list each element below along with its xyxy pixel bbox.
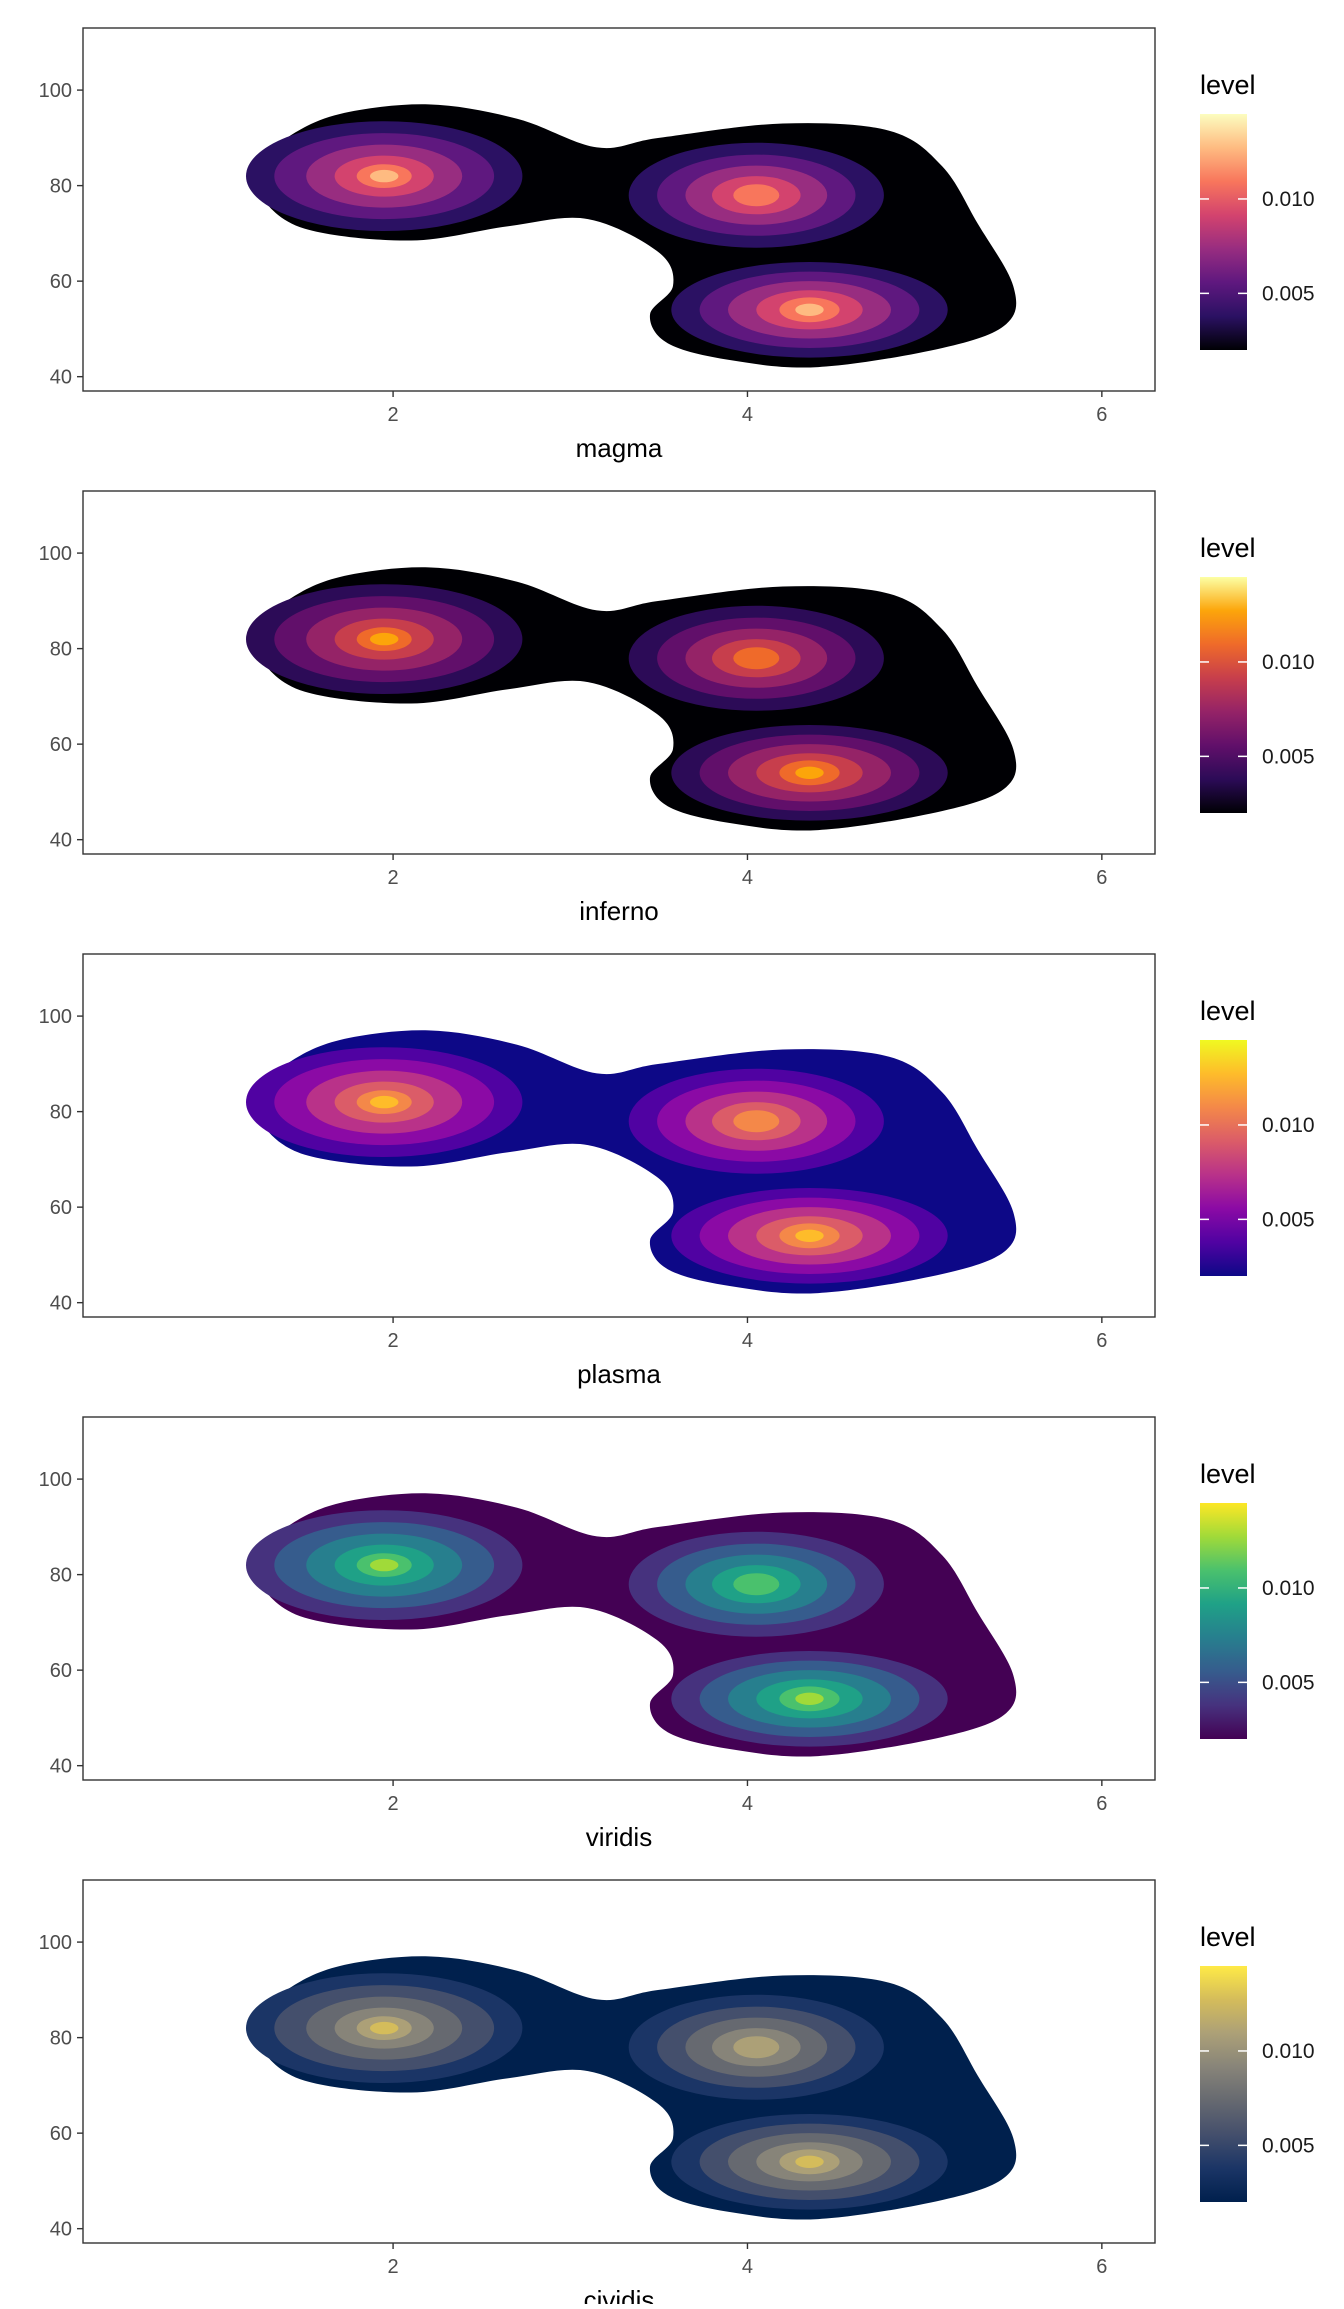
contour-band-7-peak-1	[370, 169, 399, 183]
legend-title: level	[1200, 70, 1256, 100]
contour-band-7-peak-2	[795, 303, 824, 316]
legend-title: level	[1200, 533, 1256, 563]
density-contours	[246, 104, 1017, 368]
legend-colorbar: level 0.005 0.010	[1200, 1459, 1315, 1739]
x-tick-label: 6	[1096, 2256, 1107, 2278]
panel-border	[82, 1416, 1156, 1781]
y-tick-label: 100	[39, 1006, 72, 1028]
x-tick-label: 6	[1096, 404, 1107, 426]
panel-cividis: 40 60 80 100 2 4 6 cividis level 0.005 0.010	[39, 1879, 1315, 2309]
panel-magma: 40 60 80 100 2 4 6 magma level 0.005 0.010	[39, 27, 1315, 463]
x-tick-label: 4	[742, 2256, 753, 2278]
contour-band-6-peak-3	[733, 1110, 780, 1133]
x-tick-label: 4	[742, 1330, 753, 1352]
y-tick-label: 40	[50, 1293, 72, 1315]
legend-tick-label: 0.010	[1262, 651, 1315, 674]
y-tick-label: 60	[50, 271, 72, 293]
legend-tick-label: 0.005	[1262, 1208, 1315, 1231]
y-tick-label: 100	[39, 1469, 72, 1491]
contour-band-7-peak-1	[370, 2021, 399, 2035]
legend-tick-label: 0.005	[1262, 1671, 1315, 1694]
x-tick-label: 2	[388, 1793, 399, 1815]
y-tick-label: 60	[50, 2123, 72, 2145]
y-tick-label: 40	[50, 2219, 72, 2241]
legend-colorbar: level 0.005 0.010	[1200, 1922, 1315, 2202]
legend-colorbar: level 0.005 0.010	[1200, 533, 1315, 813]
y-tick-label: 100	[39, 1932, 72, 1954]
x-tick-label: 6	[1096, 1330, 1107, 1352]
y-tick-label: 80	[50, 1565, 72, 1587]
y-tick-label: 100	[39, 543, 72, 565]
contour-band-6-peak-3	[733, 184, 780, 207]
panel-border	[82, 27, 1156, 392]
contour-band-6-peak-3	[733, 1573, 780, 1596]
x-tick-label: 4	[742, 867, 753, 889]
x-axis-title: inferno	[579, 896, 659, 926]
x-tick-label: 6	[1096, 867, 1107, 889]
legend-tick-label: 0.010	[1262, 188, 1315, 211]
x-axis-title: plasma	[577, 1359, 661, 1389]
panel-border	[82, 1879, 1156, 2244]
x-tick-label: 2	[388, 867, 399, 889]
legend-title: level	[1200, 1922, 1256, 1952]
legend-color-ramp	[1200, 1503, 1247, 1739]
x-tick-label: 2	[388, 1330, 399, 1352]
y-tick-label: 40	[50, 367, 72, 389]
legend-color-ramp	[1200, 1040, 1247, 1276]
y-tick-label: 100	[39, 80, 72, 102]
x-axis-title: cividis	[584, 2285, 655, 2304]
contour-band-7-peak-2	[795, 1692, 824, 1706]
y-tick-label: 40	[50, 1756, 72, 1778]
x-tick-label: 4	[742, 404, 753, 426]
contour-band-7-peak-2	[795, 2155, 824, 2168]
contour-band-7-peak-2	[795, 1229, 824, 1243]
y-tick-label: 80	[50, 2028, 72, 2050]
x-tick-label: 4	[742, 1793, 753, 1815]
density-contours	[246, 1030, 1017, 1294]
x-axis-title: viridis	[586, 1822, 652, 1852]
y-tick-label: 60	[50, 1197, 72, 1219]
y-tick-label: 80	[50, 1102, 72, 1124]
y-tick-label: 60	[50, 734, 72, 756]
density-contours	[246, 1493, 1017, 1757]
y-tick-label: 60	[50, 1660, 72, 1682]
panel-border	[82, 953, 1156, 1318]
legend-colorbar: level 0.005 0.010	[1200, 996, 1315, 1276]
contour-band-6-peak-3	[733, 2036, 780, 2059]
legend-colorbar: level 0.005 0.010	[1200, 70, 1315, 350]
x-tick-label: 2	[388, 404, 399, 426]
density-contours	[246, 567, 1017, 831]
y-tick-label: 80	[50, 639, 72, 661]
contour-band-7-peak-2	[795, 766, 824, 779]
y-tick-label: 40	[50, 830, 72, 852]
contour-band-7-peak-1	[370, 1558, 399, 1572]
legend-tick-label: 0.010	[1262, 1577, 1315, 1600]
contour-band-7-peak-1	[370, 1095, 399, 1109]
x-axis-title: magma	[576, 433, 663, 463]
legend-tick-label: 0.005	[1262, 282, 1315, 305]
panel-plasma: 40 60 80 100 2 4 6 plasma level 0.005 0.010	[39, 953, 1315, 1389]
panel-border	[82, 490, 1156, 855]
legend-color-ramp	[1200, 577, 1247, 813]
legend-tick-label: 0.005	[1262, 745, 1315, 768]
panel-viridis: 40 60 80 100 2 4 6 viridis level 0.005 0.010	[39, 1416, 1315, 1852]
y-tick-label: 80	[50, 176, 72, 198]
density-contours	[246, 1956, 1017, 2220]
legend-tick-label: 0.010	[1262, 1114, 1315, 1137]
x-tick-label: 6	[1096, 1793, 1107, 1815]
contour-band-7-peak-1	[370, 632, 399, 646]
legend-tick-label: 0.010	[1262, 2040, 1315, 2063]
legend-title: level	[1200, 1459, 1256, 1489]
contour-band-6-peak-3	[733, 647, 780, 670]
legend-color-ramp	[1200, 114, 1247, 350]
panel-inferno: 40 60 80 100 2 4 6 inferno level 0.005 0.010	[39, 490, 1315, 926]
legend-tick-label: 0.005	[1262, 2134, 1315, 2157]
legend-color-ramp	[1200, 1966, 1247, 2202]
legend-title: level	[1200, 996, 1256, 1026]
x-tick-label: 2	[388, 2256, 399, 2278]
